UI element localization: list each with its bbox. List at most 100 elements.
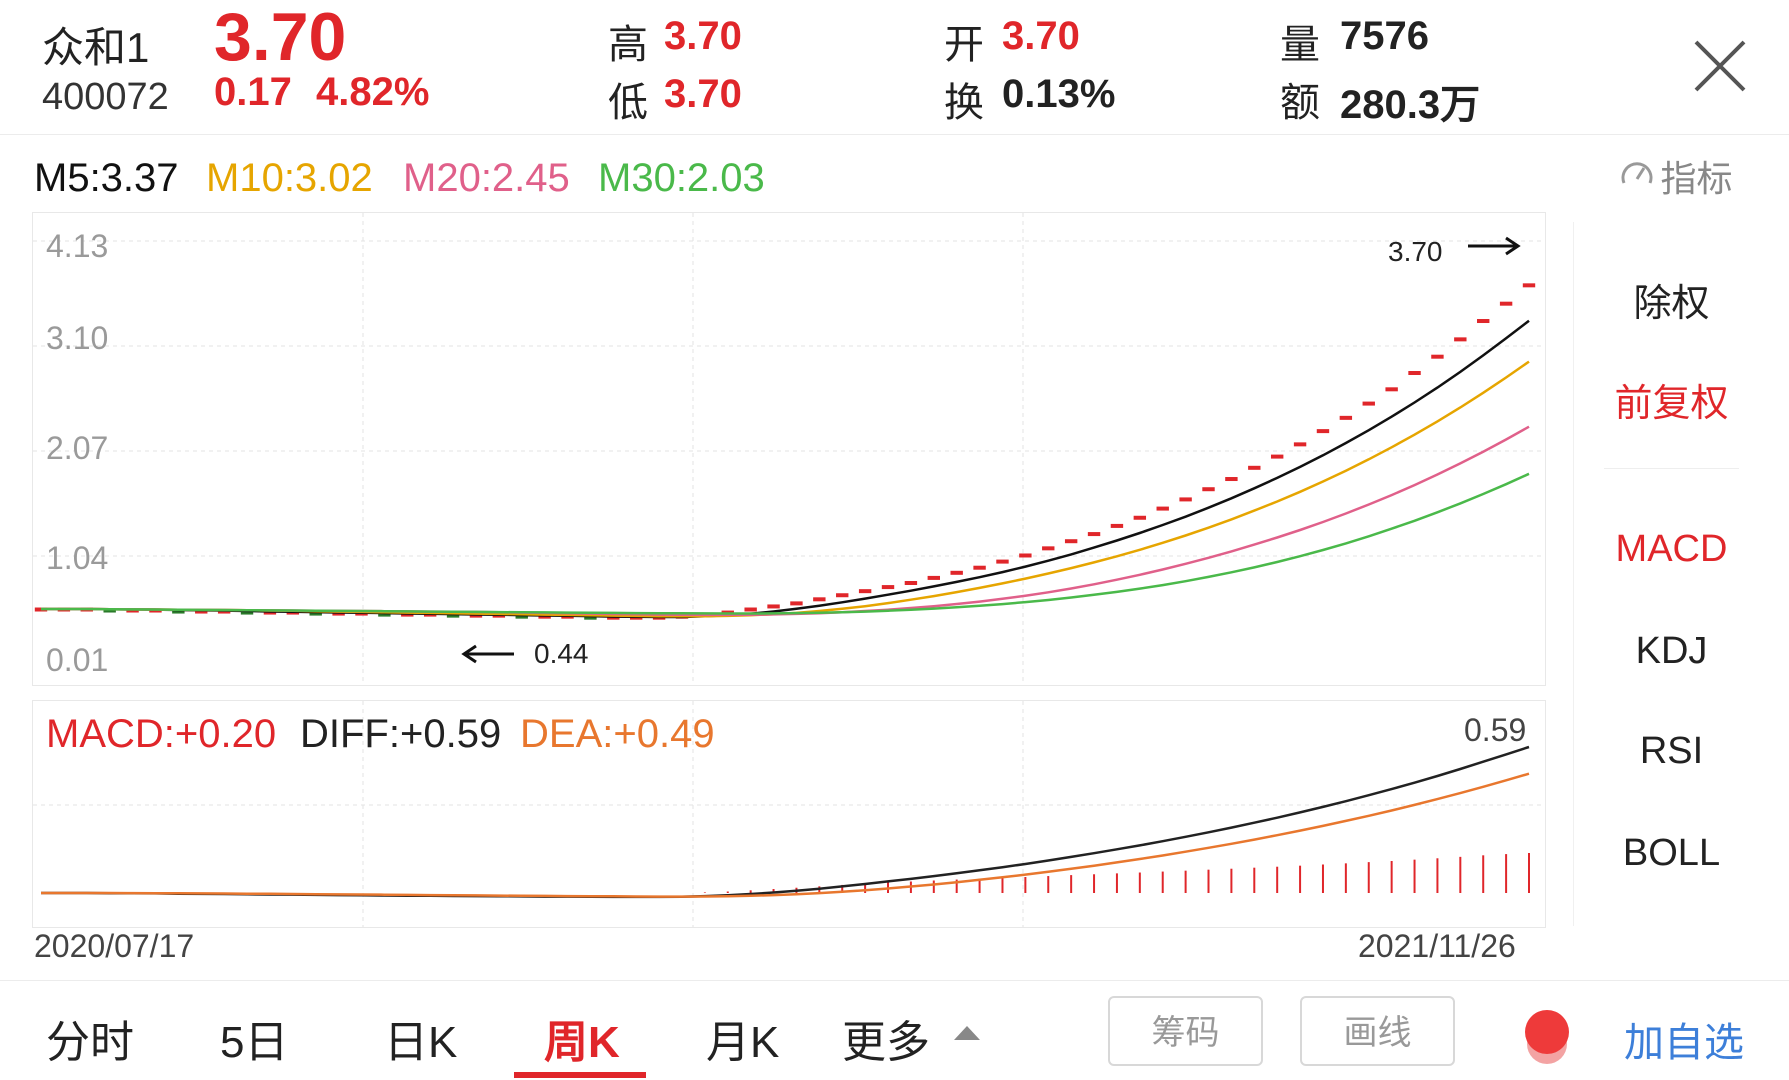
open-value: 3.70: [1002, 14, 1080, 58]
candle: [1316, 429, 1330, 434]
candle: [1431, 354, 1444, 359]
side-item-ex-rights[interactable]: 除权: [1633, 283, 1710, 325]
start-date: 2020/07/17: [34, 928, 195, 964]
side-item-boll[interactable]: BOLL: [1622, 832, 1721, 874]
candle: [1042, 546, 1055, 551]
candle: [950, 570, 963, 575]
side-item-macd[interactable]: MACD: [1615, 528, 1728, 570]
candle: [1248, 465, 1261, 470]
price-chart-panel[interactable]: [32, 212, 1546, 686]
candle: [927, 575, 940, 580]
diff-legend: DIFF:+0.59: [300, 712, 502, 756]
tab-more[interactable]: 更多: [842, 1018, 930, 1067]
tab-intraday[interactable]: 分时: [46, 1018, 134, 1067]
caret-up-icon[interactable]: [952, 1022, 982, 1047]
header-divider: [0, 134, 1789, 135]
ma10-line: [41, 360, 1530, 618]
ma5-line: [41, 319, 1530, 619]
max-price-annotation: 3.70: [1388, 236, 1443, 267]
candle: [1362, 401, 1375, 406]
open-label: 开: [944, 23, 984, 67]
end-date: 2021/11/26: [1358, 928, 1516, 964]
ma30-legend: M30:2.03: [598, 156, 765, 200]
y-tick-1-04: 1.04: [46, 540, 109, 576]
close-icon[interactable]: [1690, 36, 1750, 96]
candle: [446, 613, 460, 618]
candle: [240, 610, 254, 615]
dea-legend: DEA:+0.49: [520, 712, 715, 756]
high-label: 高: [608, 23, 648, 67]
volume-value: 7576: [1340, 14, 1429, 58]
candle: [1385, 387, 1398, 392]
candle: [1087, 532, 1101, 537]
side-item-kdj[interactable]: KDJ: [1635, 630, 1708, 672]
candle: [1293, 442, 1307, 447]
candle: [1064, 539, 1078, 544]
candle: [1179, 497, 1192, 502]
stock-code: 400072: [42, 76, 169, 118]
candle: [1339, 415, 1353, 420]
candle: [1133, 515, 1147, 520]
candle: [1019, 553, 1032, 558]
gauge-icon: [1618, 155, 1656, 198]
y-tick-4-13: 4.13: [46, 228, 109, 264]
side-divider: [1604, 468, 1739, 469]
candle: [1225, 477, 1238, 482]
side-item-forward-adjusted[interactable]: 前复权: [1614, 383, 1729, 425]
price-change-pct: 4.82%: [316, 70, 430, 114]
candle: [881, 585, 895, 590]
amount-value: 280.3万: [1340, 83, 1481, 127]
add-watchlist-button[interactable]: 加自选: [1624, 1021, 1744, 1065]
macd-chart-panel[interactable]: [32, 700, 1546, 928]
macd-legend: MACD:+0.20: [46, 712, 277, 756]
candle: [744, 607, 757, 612]
diff-line: [41, 745, 1530, 899]
amount-label: 额: [1280, 81, 1320, 125]
draw-line-button[interactable]: 画线: [1300, 996, 1455, 1066]
macd-right-value: 0.59: [1464, 712, 1527, 748]
y-tick-3-10: 3.10: [46, 320, 109, 356]
candle: [1156, 506, 1169, 511]
high-value: 3.70: [664, 14, 742, 58]
indicator-label: 指标: [1660, 158, 1733, 199]
tab-5day[interactable]: 5日: [220, 1018, 289, 1067]
bottom-divider: [0, 980, 1789, 981]
low-label: 低: [608, 81, 648, 125]
candle: [858, 589, 872, 594]
candle: [1477, 319, 1490, 324]
tab-weekly-k[interactable]: 周K: [544, 1018, 620, 1067]
volume-label: 量: [1280, 23, 1320, 67]
candle: [515, 614, 528, 619]
dea-line: [41, 772, 1530, 898]
record-dot-icon[interactable]: [1524, 1008, 1570, 1068]
candle: [996, 559, 1009, 564]
candle: [1499, 301, 1513, 306]
min-arrow-icon: [460, 642, 516, 671]
indicator-button[interactable]: 指标: [1618, 150, 1733, 199]
candle: [172, 609, 185, 614]
tab-monthly-k[interactable]: 月K: [706, 1018, 780, 1067]
candle: [813, 597, 826, 602]
candle: [1454, 337, 1467, 342]
active-tab-underline: [514, 1072, 646, 1078]
side-item-rsi[interactable]: RSI: [1639, 730, 1704, 772]
candle: [836, 593, 849, 598]
ma20-legend: M20:2.45: [403, 156, 570, 200]
price-chart: [33, 213, 1545, 685]
candle: [1270, 454, 1284, 459]
candle: [1110, 523, 1124, 528]
low-value: 3.70: [664, 72, 742, 116]
tab-daily-k[interactable]: 日K: [384, 1018, 458, 1067]
candle: [378, 612, 391, 617]
right-side-panel: 除权 前复权 MACD KDJ RSI BOLL: [1573, 222, 1769, 926]
candle: [767, 604, 780, 609]
turnover-label: 换: [944, 81, 984, 125]
ma20-line: [41, 425, 1530, 617]
ma5-legend: M5:3.37: [34, 156, 179, 200]
macd-chart: [33, 701, 1545, 927]
current-price: 3.70: [214, 0, 347, 75]
chips-button[interactable]: 筹码: [1108, 996, 1263, 1066]
ma30-line: [41, 472, 1530, 615]
candle: [1408, 371, 1421, 376]
max-arrow-icon: [1466, 234, 1522, 263]
